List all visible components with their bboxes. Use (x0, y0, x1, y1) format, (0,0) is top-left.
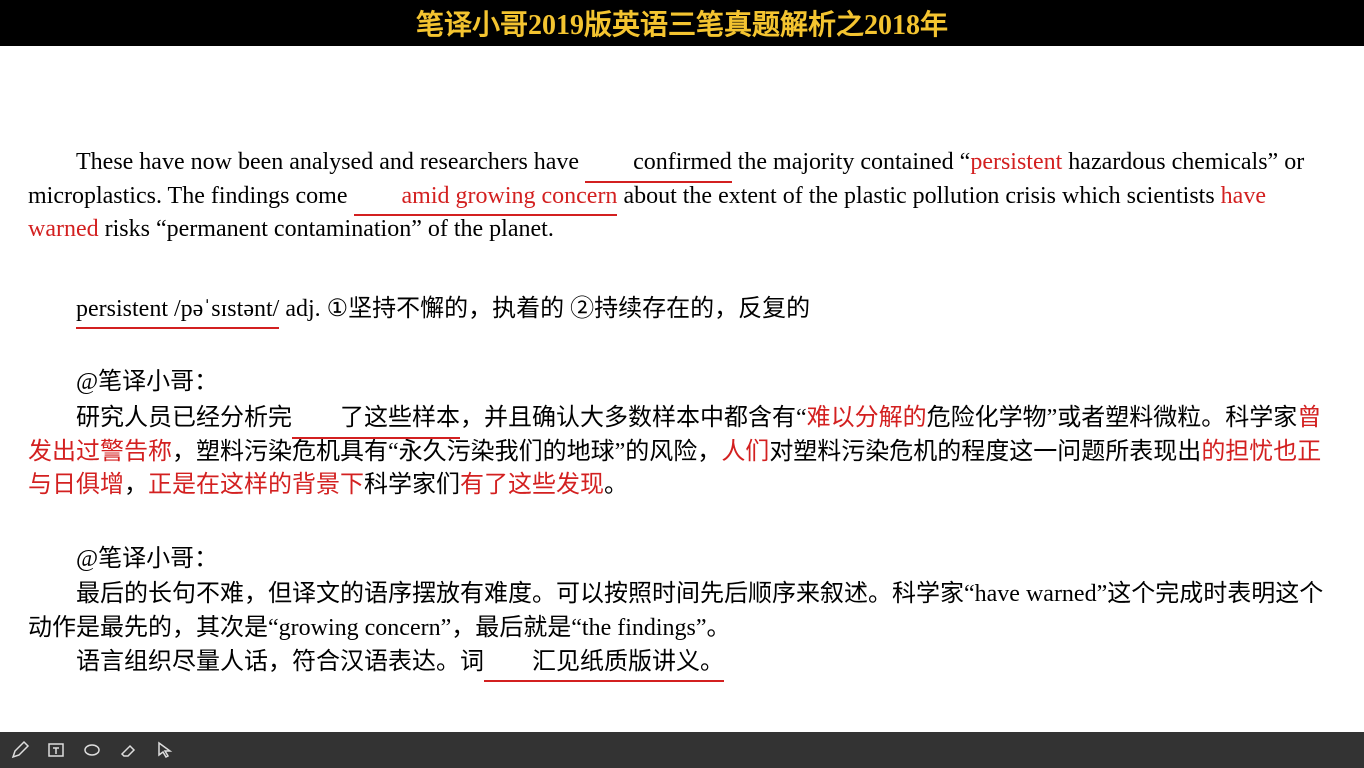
vocab-def1: 坚持不懈的，执着的 (348, 296, 564, 322)
eraser-icon[interactable] (118, 740, 138, 760)
header-bar: 笔译小哥2019版英语三笔真题解析之2018年 (0, 0, 1364, 46)
commentary-1: @笔译小哥： 研究人员已经分析完了这些样本，并且确认大多数样本中都含有“难以分解… (28, 366, 1336, 502)
pen-icon[interactable] (10, 740, 30, 760)
note-line-2: 语言组织尽量人话，符合汉语表达。词汇见纸质版讲义。 (28, 646, 1336, 680)
vocab-def2: 持续存在的，反复的 (594, 296, 810, 322)
text-segment: amid growing concern (354, 180, 618, 214)
vocab-def1-marker: ① (327, 296, 349, 322)
cursor-icon[interactable] (154, 740, 174, 760)
translation-text: 研究人员已经分析完了这些样本，并且确认大多数样本中都含有“难以分解的危险化学物”… (28, 402, 1336, 503)
vocab-word: persistent (76, 296, 168, 322)
text-segment: 科学家们 (364, 472, 460, 498)
text-segment: confirmed (585, 146, 732, 180)
commentary-author-2: @笔译小哥： (76, 543, 1336, 577)
text-segment: 正是在这样的背景下 (148, 472, 364, 498)
text-segment: 人们 (721, 439, 769, 465)
vocab-block: persistent /pəˈsɪstənt/ adj. ①坚持不懈的，执着的 … (76, 293, 1336, 327)
note-line-2-pre: 语言组织尽量人话，符合汉语表达。词 (76, 649, 484, 675)
english-passage: These have now been analysed and researc… (28, 146, 1336, 247)
text-segment: ， (124, 472, 148, 498)
text-segment: 研究人员已经分析完 (76, 405, 292, 431)
text-segment: 了这些样本 (292, 402, 460, 436)
commentary-author-1: @笔译小哥： (76, 366, 1336, 400)
text-segment: 难以分解的 (807, 405, 927, 431)
commentary-2: @笔译小哥： 最后的长句不难，但译文的语序摆放有难度。可以按照时间先后顺序来叙述… (28, 543, 1336, 679)
bottom-toolbar (0, 732, 1364, 768)
document-content: These have now been analysed and researc… (0, 46, 1364, 679)
ellipse-icon[interactable] (82, 740, 102, 760)
text-icon[interactable] (46, 740, 66, 760)
note-line-2-underlined: 汇见纸质版讲义。 (484, 646, 724, 680)
text-segment: 有了这些发现 (460, 472, 604, 498)
vocab-def2-marker: ② (570, 296, 594, 322)
text-segment: about the extent of the plastic pollutio… (617, 183, 1220, 209)
text-segment: ，并且确认大多数样本中都含有“ (460, 405, 807, 431)
text-segment: 危险化学物”或者塑料微粒。科学家 (927, 405, 1298, 431)
text-segment: These have now been analysed and researc… (76, 149, 585, 175)
text-segment: risks “permanent contamination” of the p… (99, 216, 554, 242)
page-title: 笔译小哥2019版英语三笔真题解析之2018年 (416, 3, 948, 43)
text-segment: persistent (970, 149, 1062, 175)
vocab-word-underlined: persistent /pəˈsɪstənt/ (76, 293, 279, 327)
text-segment: ，塑料污染危机具有“永久污染我们的地球”的风险， (172, 439, 721, 465)
note-line-1: 最后的长句不难，但译文的语序摆放有难度。可以按照时间先后顺序来叙述。科学家“ha… (28, 578, 1336, 645)
vocab-pron: /pəˈsɪstənt/ (174, 296, 279, 322)
text-segment: the majority contained “ (732, 149, 971, 175)
text-segment: 对塑料污染危机的程度这一问题所表现出 (769, 439, 1201, 465)
vocab-pos: adj. (285, 296, 320, 322)
text-segment: 。 (604, 472, 628, 498)
